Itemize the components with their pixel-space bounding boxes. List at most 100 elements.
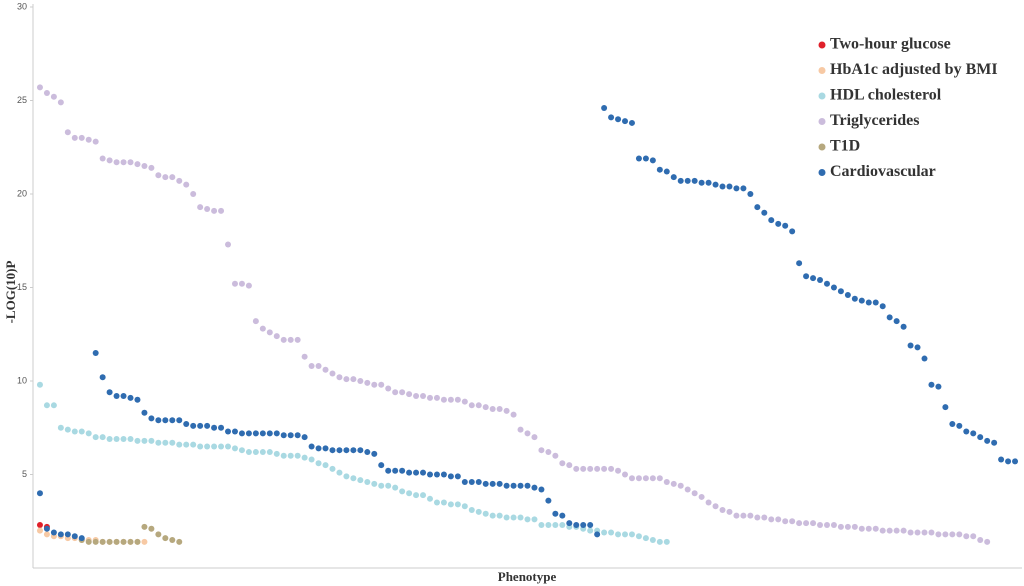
point (92, 434, 99, 441)
point (496, 512, 503, 519)
point (677, 177, 684, 184)
point (635, 475, 642, 482)
point (155, 417, 162, 424)
point (280, 336, 287, 343)
point (740, 185, 747, 192)
point (642, 475, 649, 482)
point (559, 521, 566, 528)
point (113, 159, 120, 166)
legend-label: Two-hour glucose (830, 36, 951, 53)
point (225, 428, 232, 435)
point (733, 512, 740, 519)
point (141, 523, 148, 530)
point (225, 241, 232, 248)
point (566, 462, 573, 469)
point (378, 381, 385, 388)
point (141, 409, 148, 416)
point (371, 381, 378, 388)
point (141, 437, 148, 444)
point (440, 396, 447, 403)
point (691, 177, 698, 184)
point (649, 536, 656, 543)
point (656, 538, 663, 545)
point (677, 482, 684, 489)
point (134, 161, 141, 168)
point (426, 471, 433, 478)
point (385, 385, 392, 392)
point (294, 336, 301, 343)
point (190, 441, 197, 448)
point (385, 482, 392, 489)
point (399, 467, 406, 474)
point (942, 404, 949, 411)
point (956, 422, 963, 429)
point (78, 428, 85, 435)
point (43, 525, 50, 532)
point (120, 392, 127, 399)
point (928, 529, 935, 536)
point (531, 484, 538, 491)
point (747, 512, 754, 519)
point (127, 538, 134, 545)
point (364, 478, 371, 485)
point (71, 428, 78, 435)
legend-label: Cardiovascular (830, 163, 936, 180)
point (844, 291, 851, 298)
point (747, 191, 754, 197)
point (322, 366, 329, 373)
point (343, 473, 350, 480)
point (496, 406, 503, 413)
point (545, 449, 552, 456)
point (350, 376, 357, 383)
point (475, 402, 482, 409)
point (454, 501, 461, 508)
legend-label: Triglycerides (830, 112, 919, 129)
point (587, 465, 594, 472)
point (245, 449, 252, 456)
point (628, 531, 635, 538)
point (357, 447, 364, 454)
point (461, 478, 468, 485)
legend-label: HbA1c adjusted by BMI (830, 61, 998, 78)
point (712, 181, 719, 188)
point (628, 119, 635, 126)
point (803, 273, 810, 280)
point (113, 392, 120, 399)
point (315, 445, 322, 452)
legend-marker (818, 92, 826, 100)
point (99, 434, 106, 441)
point (552, 521, 559, 528)
point (893, 318, 900, 325)
point (315, 363, 322, 370)
point (914, 529, 921, 536)
point (259, 449, 266, 456)
point (656, 166, 663, 173)
point (280, 432, 287, 439)
point (615, 116, 622, 123)
point (99, 538, 106, 545)
point (315, 460, 322, 467)
point (510, 411, 517, 418)
point (775, 220, 782, 227)
point (433, 394, 440, 401)
point (622, 471, 629, 478)
point (218, 424, 225, 431)
point (162, 417, 169, 424)
point (183, 181, 190, 188)
point (420, 492, 427, 499)
point (294, 452, 301, 459)
point (468, 402, 475, 409)
point (176, 441, 183, 448)
point (308, 363, 315, 370)
point (594, 465, 601, 472)
point (970, 533, 977, 540)
point (663, 478, 670, 485)
point (85, 538, 92, 545)
point (190, 422, 197, 429)
point (155, 531, 162, 538)
point (169, 417, 176, 424)
point (844, 523, 851, 530)
point (308, 456, 315, 463)
point (433, 499, 440, 506)
point (197, 422, 204, 429)
